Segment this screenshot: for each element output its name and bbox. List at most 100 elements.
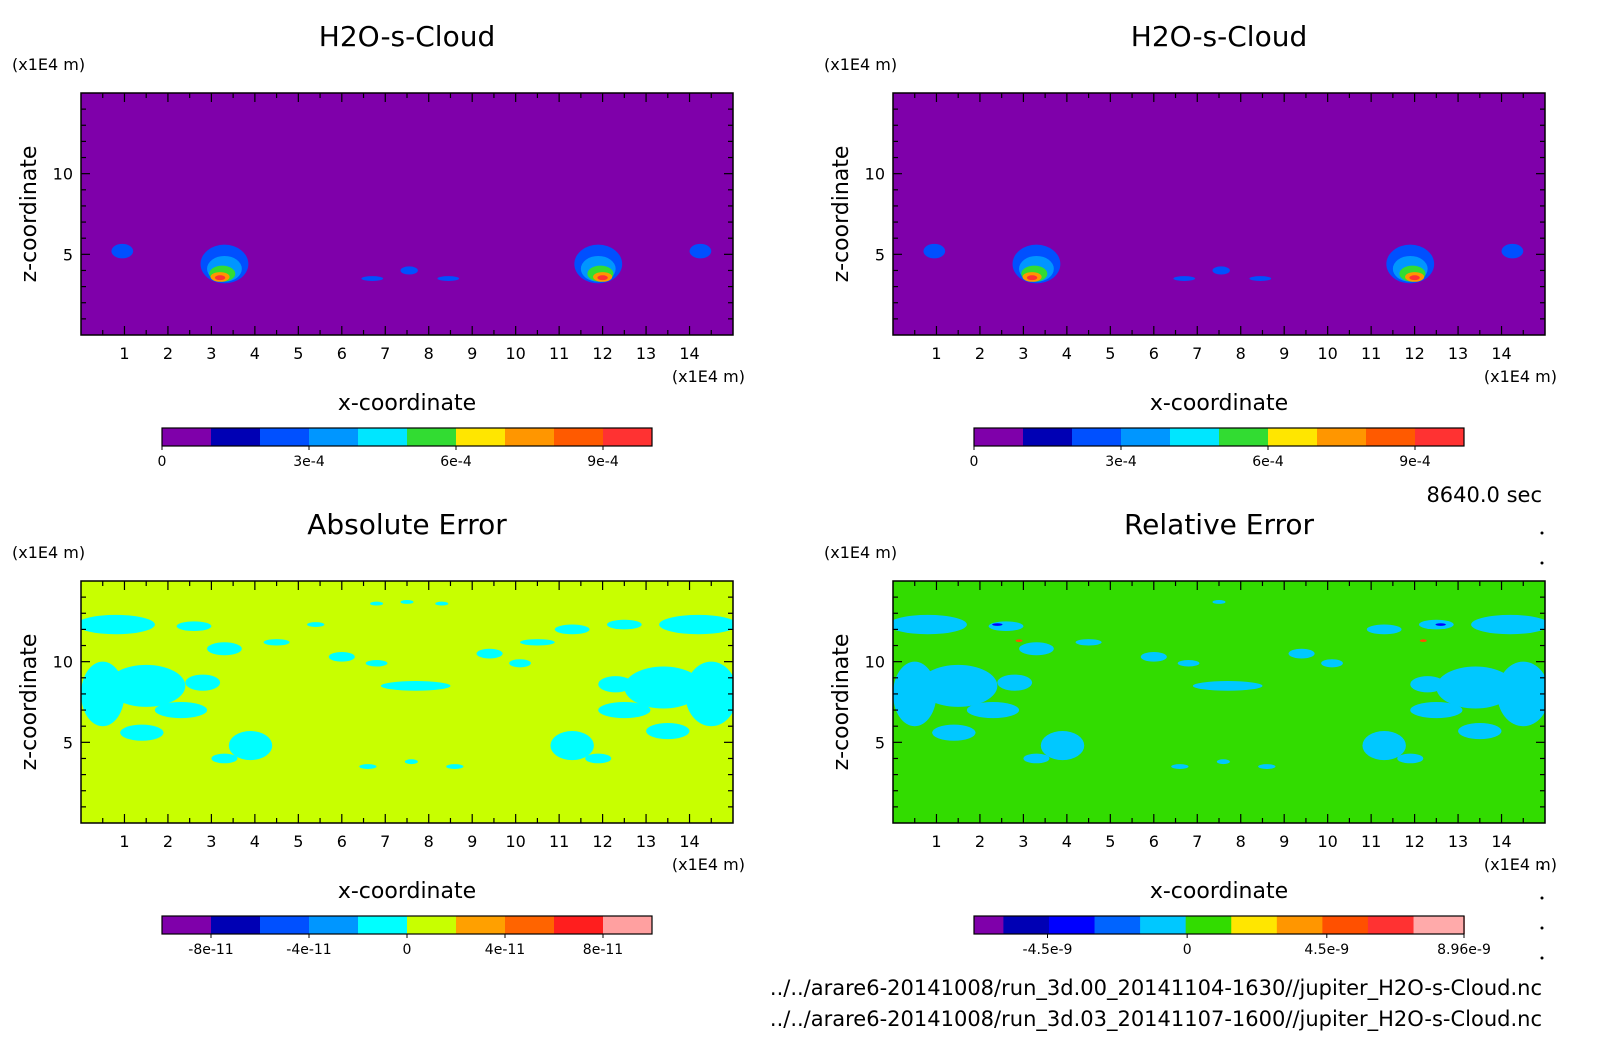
colorbar-swatch-6 <box>407 428 457 446</box>
contour-blob-30 <box>1397 753 1424 764</box>
contour-blob-6 <box>120 724 164 741</box>
contour-blob-5 <box>966 702 1020 719</box>
colorbar-swatch-11 <box>1413 916 1465 934</box>
contour-blob-9 <box>1019 642 1054 656</box>
x-tick-label: 4 <box>1062 344 1072 363</box>
colorbar-swatch-10 <box>603 428 653 446</box>
x-tick-label: 13 <box>636 344 656 363</box>
x-axis-label: x-coordinate <box>1150 879 1288 904</box>
colorbar-swatch-4 <box>1121 428 1171 446</box>
contour-blob-8 <box>211 753 238 764</box>
x-tick-label: 3 <box>206 344 216 363</box>
colorbar-frame <box>973 915 1465 935</box>
y-unit-label: (x1E4 m) <box>824 55 897 74</box>
x-tick-label: 4 <box>1062 832 1072 851</box>
contour-blob-31 <box>992 623 1003 626</box>
contour-features <box>111 243 712 284</box>
contour-blob-27 <box>659 614 733 635</box>
x-tick-label: 9 <box>467 344 477 363</box>
contour-blob-7 <box>1040 731 1085 761</box>
colorbar: -8e-11 -4e-11 0 4e-11 8e-11 <box>161 915 653 958</box>
colorbar-frame <box>973 427 1465 447</box>
colorbar-tick-label: 0 <box>158 454 167 470</box>
y-unit-label: (x1E4 m) <box>12 543 85 562</box>
contour-blob-16 <box>1216 759 1230 765</box>
contour-blob-27 <box>1410 702 1463 719</box>
panel-3: Absolute Error(x1E4 m)1 2 3 4 5 6 7 8 9 10 11 12 13 1… <box>12 508 745 958</box>
colorbar-swatch-7 <box>1231 916 1278 934</box>
panel-2: H2O-s-Cloud(x1E4 m)1 2 3 4 5 6 7 8 9 10 11 12 13 1451… <box>824 20 1557 470</box>
contour-blob-7 <box>228 731 273 761</box>
colorbar-swatch-9 <box>1322 916 1369 934</box>
contour-blob-22 <box>476 648 503 659</box>
colorbar-swatch-3 <box>1072 428 1122 446</box>
y-unit-label: (x1E4 m) <box>824 543 897 562</box>
colorbar-swatch-10 <box>1415 428 1465 446</box>
x-tick-label: 4 <box>250 344 260 363</box>
colorbar-swatch-8 <box>1276 916 1323 934</box>
x-tick-label: 2 <box>975 832 985 851</box>
y-tick-label: 10 <box>53 653 73 672</box>
colorbar-swatch-10 <box>603 916 653 934</box>
contour-blob-24 <box>554 624 590 635</box>
contour-blob-3 <box>361 276 384 281</box>
contour-blob-17 <box>404 759 418 765</box>
contour-blob-14 <box>365 660 388 667</box>
contour-blob-1 <box>923 243 946 259</box>
contour-blob-21 <box>1366 624 1402 635</box>
x-tick-label: 5 <box>293 344 303 363</box>
x-tick-label: 8 <box>424 832 434 851</box>
colorbar: 0 3e-4 6e-4 9e-4 <box>158 427 653 470</box>
colorbar-tick-label: -8e-11 <box>188 942 233 958</box>
x-unit-label: (x1E4 m) <box>672 855 745 874</box>
contour-blob-19 <box>1288 648 1315 659</box>
contour-blob-10 <box>214 275 226 281</box>
contour-blob-26 <box>606 619 642 630</box>
colorbar-swatch-4 <box>1094 916 1141 934</box>
x-tick-label: 14 <box>679 832 699 851</box>
x-tick-label: 9 <box>1279 344 1289 363</box>
colorbar-swatch-5 <box>358 428 408 446</box>
colorbar-swatch-2 <box>1003 916 1050 934</box>
field-background <box>81 93 733 335</box>
colorbar-tick-label: 6e-4 <box>440 454 472 470</box>
x-tick-label: 10 <box>505 832 525 851</box>
contour-blob-14 <box>1192 681 1263 691</box>
colorbar-swatch-7 <box>456 916 506 934</box>
time-label: 8640.0 sec <box>1426 483 1542 507</box>
colorbar-swatch-1 <box>974 916 1004 934</box>
contour-blob-12 <box>307 622 325 627</box>
x-tick-label: 12 <box>592 344 612 363</box>
y-unit-label: (x1E4 m) <box>12 55 85 74</box>
contour-features <box>923 243 1524 284</box>
contour-blob-18 <box>1212 600 1226 604</box>
contour-blob-3 <box>107 664 186 707</box>
y-tick-label: 10 <box>865 653 885 672</box>
x-tick-label: 7 <box>1192 344 1202 363</box>
colorbar-tick-label: 8e-11 <box>583 942 623 958</box>
x-tick-label: 5 <box>1105 344 1115 363</box>
contour-blob-16 <box>359 764 377 769</box>
x-tick-label: 6 <box>337 832 347 851</box>
x-axis-label: x-coordinate <box>1150 391 1288 416</box>
x-tick-label: 14 <box>679 344 699 363</box>
contour-blob-11 <box>176 621 212 632</box>
x-tick-label: 8 <box>1236 344 1246 363</box>
x-tick-label: 5 <box>1105 832 1115 851</box>
contour-blob-2 <box>689 243 712 259</box>
x-tick-label: 2 <box>163 344 173 363</box>
colorbar-swatch-6 <box>1219 428 1269 446</box>
colorbar-swatch-4 <box>309 916 359 934</box>
file-path-1: ../../arare6-20141008/run_3d.00_20141104… <box>770 976 1542 1001</box>
x-tick-label: 3 <box>1018 832 1028 851</box>
contour-blob-29 <box>624 666 703 709</box>
x-tick-label: 3 <box>1018 344 1028 363</box>
colorbar: -4.5e-9 0 4.5e-9 8.96e-9 <box>973 915 1491 958</box>
colorbar-tick-label: 3e-4 <box>293 454 325 470</box>
contour-blob-25 <box>1436 666 1515 709</box>
contour-blob-33 <box>1015 639 1023 642</box>
colorbar-swatch-9 <box>1366 428 1416 446</box>
x-unit-label: (x1E4 m) <box>672 367 745 386</box>
x-tick-label: 1 <box>931 344 941 363</box>
contour-blob-33 <box>550 731 594 761</box>
